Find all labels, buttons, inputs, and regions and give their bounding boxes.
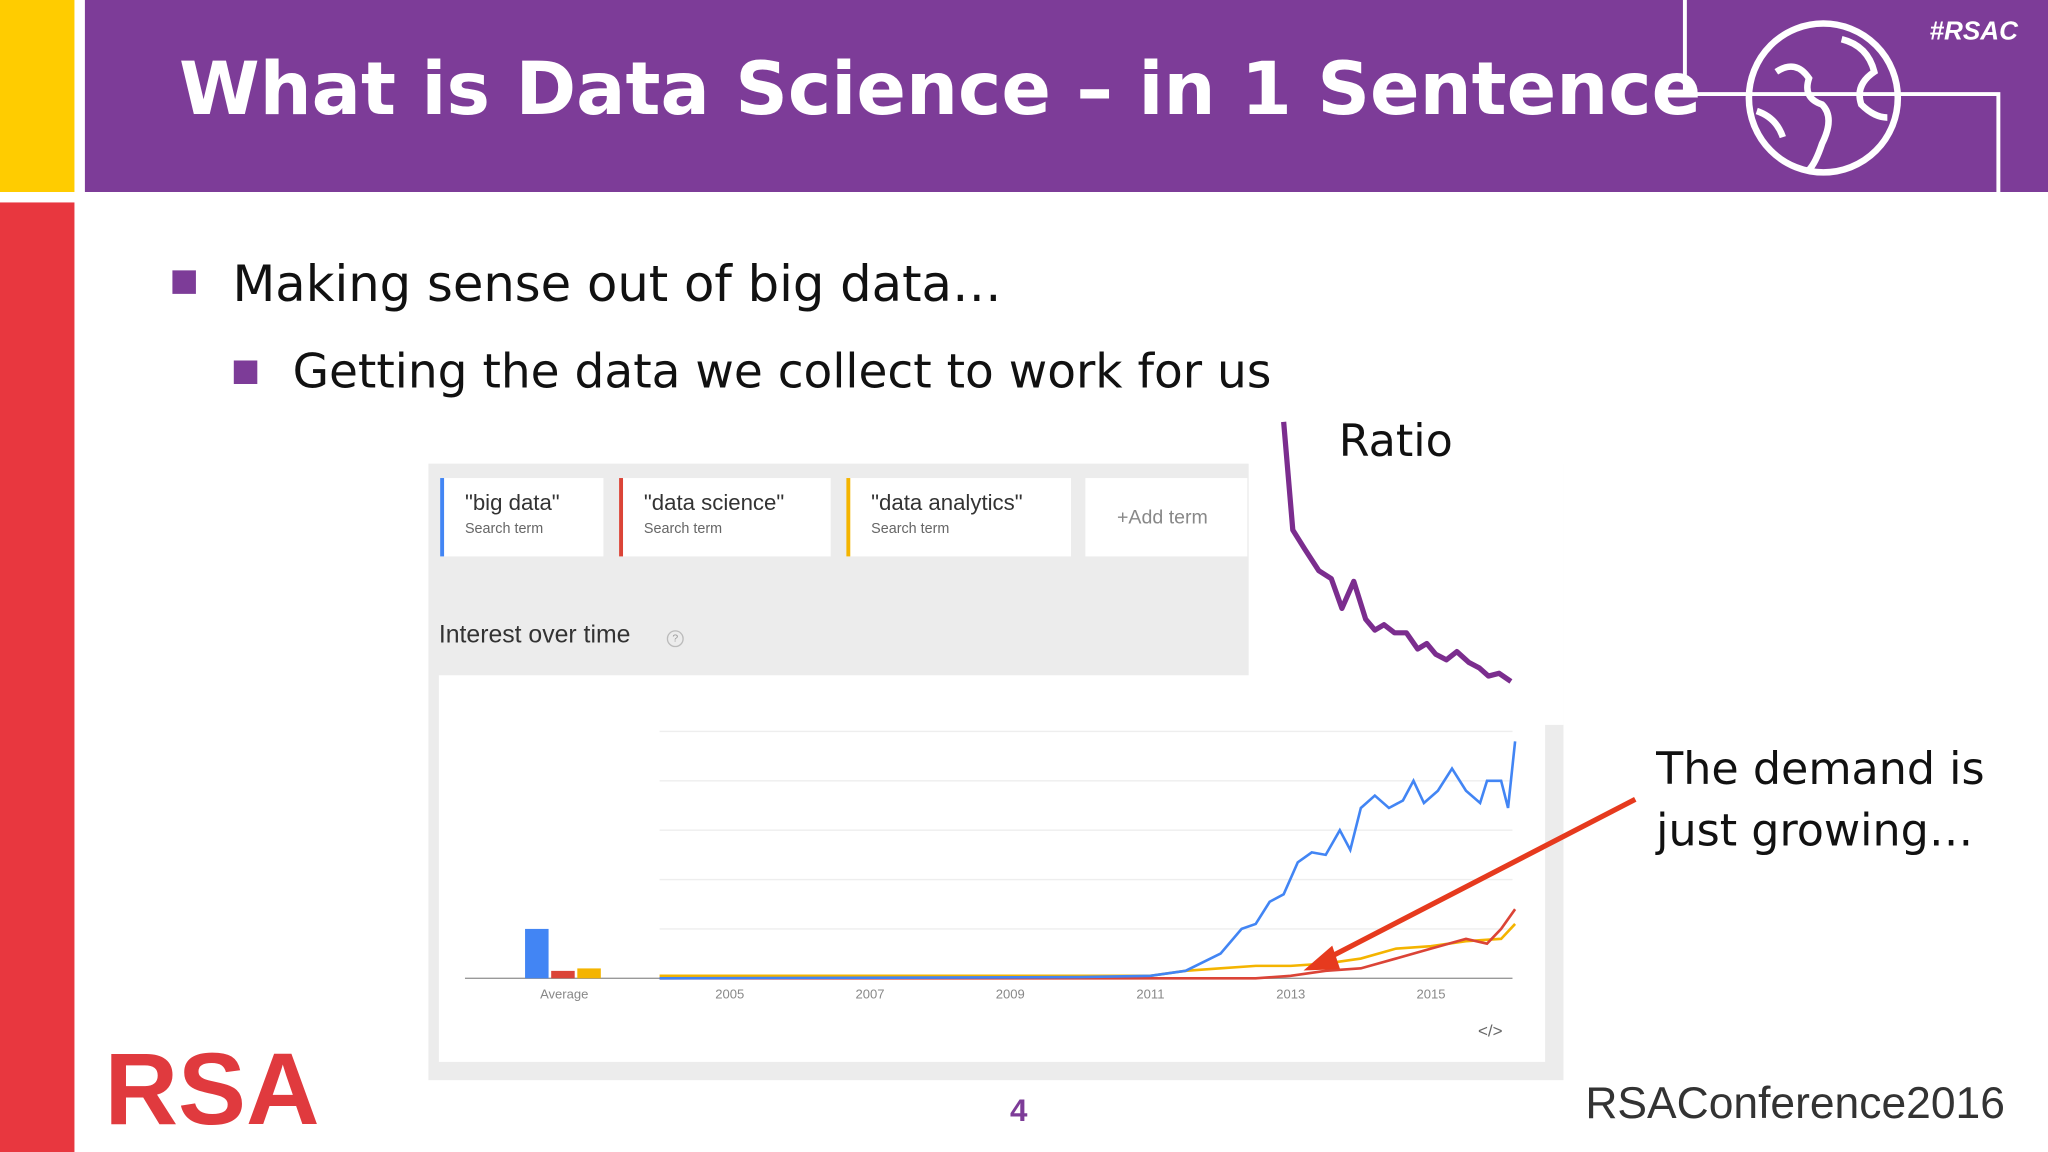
slide-title: What is Data Science – in 1 Sentence [179,47,1701,132]
add-term-card[interactable] [1085,478,1248,557]
demand-note: The demand is [1655,744,1985,795]
trend-line [659,741,1517,980]
x-tick-label: 2013 [1276,987,1305,1002]
demand-note: just growing… [1655,805,1973,856]
term-card[interactable] [619,478,831,557]
arrow-head [1303,945,1341,971]
average-bar [525,928,549,979]
x-tick-label: 2011 [1136,987,1164,1002]
overlay-area [1248,391,1564,725]
header-outline [1682,0,2001,192]
rsa-logo: RSA [104,1032,319,1146]
term-card[interactable] [440,478,604,557]
help-icon[interactable] [666,630,684,648]
term-color [846,478,851,557]
average-bar [551,970,575,979]
term-name: "data analytics" [871,490,1022,515]
term-name: "data science" [644,490,784,515]
x-tick-label: 2007 [855,987,884,1002]
term-name: "big data" [465,490,560,515]
term-card[interactable] [846,478,1072,557]
trend-line [659,908,1517,980]
chart-area [438,675,1546,1062]
red-bar [0,202,75,1152]
chart-title: Interest over time [439,622,631,649]
add-term[interactable]: +Add term [1117,507,1208,529]
bullet-text: Making sense out of big data… [232,255,1001,313]
arrow-shaft [1320,797,1637,964]
page-number: 4 [1010,1093,1028,1128]
average-label: Average [540,987,588,1002]
embed-icon[interactable]: </> [1478,1021,1503,1040]
bullet-square [233,360,258,384]
hashtag: #RSAC [1929,16,2019,46]
yellow-bar [0,0,75,192]
globe-icon [1745,20,1902,176]
x-tick-label: 2015 [1416,987,1445,1002]
sub-bullet-text: Getting the data we collect to work for … [293,344,1272,399]
average-bar [577,968,601,979]
ratio-label: Ratio [1339,416,1453,467]
term-subtitle: Search term [871,521,949,537]
bullet-square [172,270,196,294]
x-tick-label: 2005 [715,987,744,1002]
term-color [619,478,624,557]
conference-logo: RSAConference2016 [1585,1079,2005,1128]
term-subtitle: Search term [465,521,543,537]
ratio-line [1281,421,1513,684]
term-subtitle: Search term [644,521,722,537]
term-color [440,478,445,557]
help-text[interactable]: ? [672,633,678,644]
x-tick-label: 2009 [996,987,1025,1002]
